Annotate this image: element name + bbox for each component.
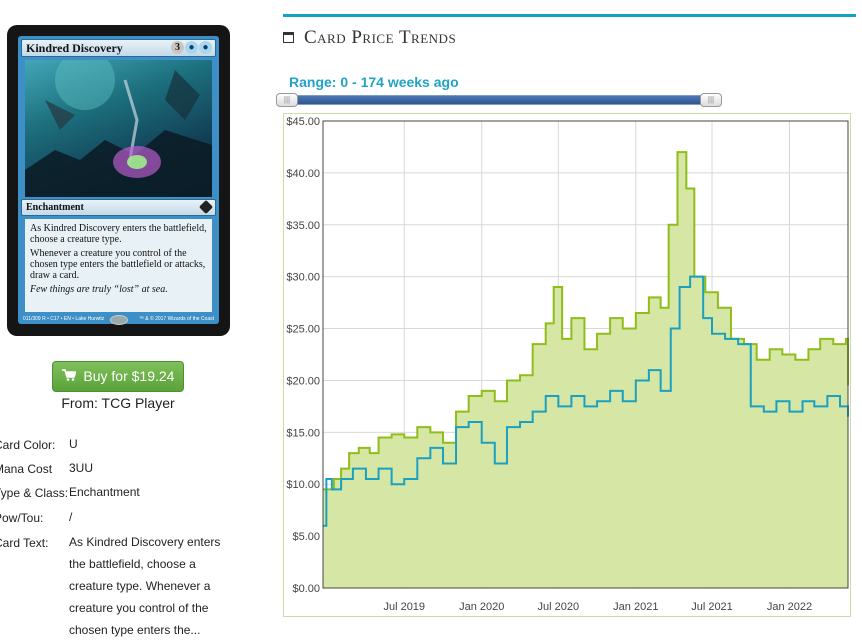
card-name: Kindred Discovery <box>26 41 123 55</box>
y-tick-label: $5.00 <box>292 531 320 543</box>
card-title-bar: Kindred Discovery 3 ● ● <box>21 39 216 57</box>
calendar-icon <box>283 32 294 43</box>
card-copyright: ™ & © 2017 Wizards of the Coast <box>138 316 214 322</box>
detail-value: As Kindred Discovery enters the battlefi… <box>69 535 221 637</box>
card-artwork <box>25 60 212 197</box>
buy-button-label: Buy for $19.24 <box>83 368 175 384</box>
detail-key: Card Text: <box>0 536 49 550</box>
x-tick-label: Jan 2022 <box>767 601 812 613</box>
range-slider-handle-end[interactable]: ||| <box>700 93 722 107</box>
series-line-1 <box>323 151 849 491</box>
set-symbol-icon <box>198 199 214 215</box>
y-tick-label: $0.00 <box>292 583 320 595</box>
range-slider[interactable] <box>287 95 715 105</box>
detail-key: Pow/Tou: <box>0 511 44 525</box>
section-title: Card Price Trends <box>283 27 456 49</box>
section-divider <box>283 14 856 17</box>
x-tick-label: Jul 2021 <box>691 601 733 613</box>
y-tick-label: $45.00 <box>286 116 320 128</box>
range-label: Range: 0 - 174 weeks ago <box>289 74 459 90</box>
detail-value: / <box>69 510 73 524</box>
series-line-2 <box>323 275 849 527</box>
detail-key: Type & Class: <box>0 486 69 500</box>
card-rules-text: Whenever a creature you control of the c… <box>30 248 206 281</box>
detail-value: 3UU <box>69 461 94 475</box>
card-flavor-text: Few things are truly “lost” at sea. <box>30 284 168 295</box>
y-tick-label: $10.00 <box>286 479 320 491</box>
plot-border <box>322 120 849 589</box>
cart-icon <box>61 362 77 391</box>
mana-blue-symbol: ● <box>185 41 198 54</box>
section-title-text: Card Price Trends <box>304 27 457 48</box>
detail-key: Mana Cost <box>0 462 53 476</box>
series-area-1 <box>323 152 848 588</box>
card-text-box: As Kindred Discovery enters the battlefi… <box>25 219 212 312</box>
mana-cost: 3 ● ● <box>171 41 212 54</box>
card-frame: Kindred Discovery 3 ● ● Enchantment <box>18 36 219 325</box>
card-type-text: Enchantment <box>26 202 84 213</box>
holo-stamp-icon <box>110 315 128 325</box>
card-rules-text: As Kindred Discovery enters the battlefi… <box>30 223 207 245</box>
y-tick-label: $20.00 <box>286 375 320 387</box>
detail-value: U <box>69 437 78 451</box>
card-footer: 011/309 R • C17 • EN • Lake Hurwitz ™ & … <box>21 315 216 325</box>
buy-button[interactable]: Buy for $19.24 <box>52 361 184 392</box>
card-collector-info: 011/309 R • C17 • EN • Lake Hurwitz <box>23 316 105 322</box>
x-tick-label: Jul 2020 <box>538 601 580 613</box>
mana-blue-symbol: ● <box>199 41 212 54</box>
range-slider-handle-start[interactable]: ||| <box>276 93 298 107</box>
y-tick-label: $25.00 <box>286 324 320 336</box>
y-tick-label: $30.00 <box>286 272 320 284</box>
x-tick-label: Jul 2019 <box>383 601 425 613</box>
detail-key: Card Color: <box>0 438 56 452</box>
card-image: Kindred Discovery 3 ● ● Enchantment <box>7 25 230 336</box>
x-tick-label: Jan 2021 <box>613 601 658 613</box>
y-tick-label: $40.00 <box>286 168 320 180</box>
buy-source: From: TCG Player <box>61 395 175 411</box>
y-tick-label: $35.00 <box>286 220 320 232</box>
y-tick-label: $15.00 <box>286 427 320 439</box>
card-type-line: Enchantment <box>21 199 216 216</box>
price-chart: $0.00 $5.00 $10.00 $15.00 $20.00 $25.00 $30.00… <box>286 116 849 613</box>
detail-value: Enchantment <box>69 485 140 499</box>
mana-generic-symbol: 3 <box>171 41 184 54</box>
x-tick-label: Jan 2020 <box>459 601 504 613</box>
